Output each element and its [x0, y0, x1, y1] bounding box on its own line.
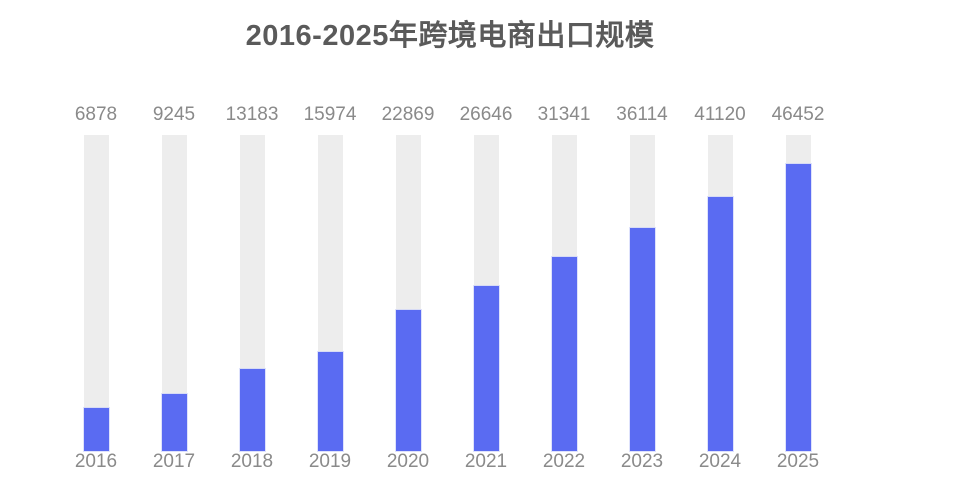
bar-value-label: 6878	[74, 104, 118, 125]
bar-year-label: 2022	[542, 451, 586, 472]
bar-value-label: 36114	[616, 104, 668, 125]
bar-track	[161, 135, 187, 451]
bar-year-label: 2025	[776, 451, 820, 472]
bar-value-label: 26646	[459, 104, 513, 125]
bar-track	[707, 135, 733, 451]
bar-year-label: 2021	[464, 451, 508, 472]
bar-track	[551, 135, 577, 451]
bar-value-label: 31341	[537, 104, 591, 125]
bar-fill	[473, 286, 499, 451]
bar-value-label: 13183	[225, 104, 279, 125]
bar-fill	[317, 352, 343, 451]
bar-fill	[83, 408, 109, 451]
bar-track	[83, 135, 109, 451]
bar-track	[785, 135, 811, 451]
bar-year-label: 2016	[74, 451, 118, 472]
bar-track	[629, 135, 655, 451]
bar-year-label: 2020	[386, 451, 430, 472]
bar-track	[395, 135, 421, 451]
bar-fill	[239, 369, 265, 451]
bar-track	[473, 135, 499, 451]
bar-value-label: 15974	[303, 104, 357, 125]
bar-value-label: 9245	[152, 104, 196, 125]
bar-fill	[785, 164, 811, 451]
bar-track	[239, 135, 265, 451]
chart-title: 2016-2025年跨境电商出口规模	[245, 20, 655, 52]
bar-year-label: 2019	[308, 451, 352, 472]
bar-year-label: 2018	[230, 451, 274, 472]
bar-track	[317, 135, 343, 451]
bar-year-label: 2017	[152, 451, 196, 472]
bar-fill	[551, 257, 577, 451]
bar-value-label: 41120	[694, 104, 746, 125]
bar-fill	[707, 197, 733, 451]
bar-year-label: 2024	[698, 451, 742, 472]
bar-value-label: 46452	[771, 104, 825, 125]
bar-year-label: 2023	[620, 451, 664, 472]
bar-value-label: 22869	[381, 104, 435, 125]
bar-fill	[395, 310, 421, 451]
bar-fill	[629, 228, 655, 451]
bar-fill	[161, 394, 187, 451]
